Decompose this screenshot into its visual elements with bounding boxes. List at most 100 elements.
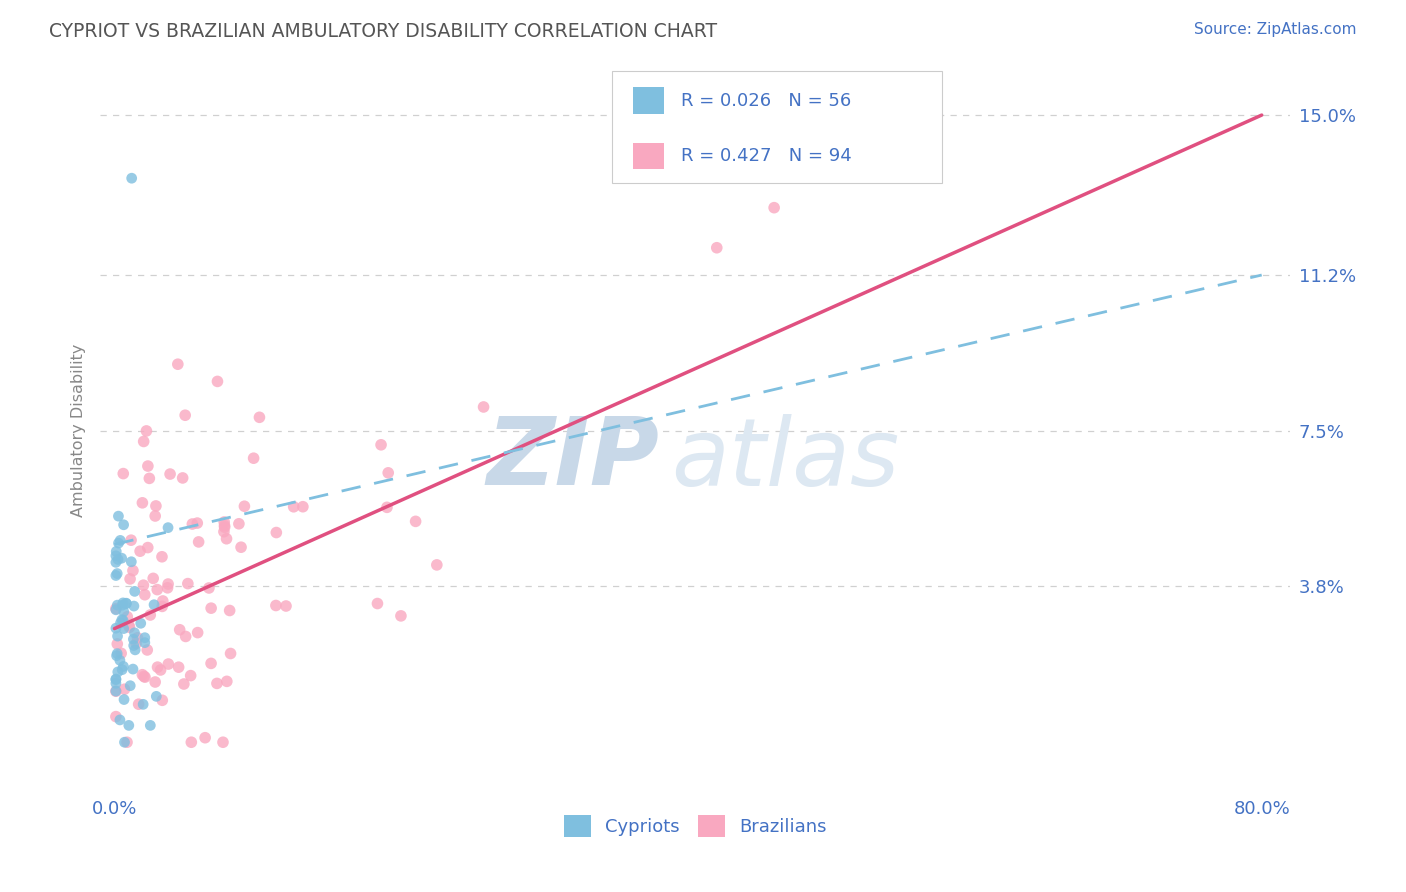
Point: [111, 598, 134, 612]
Point: [111, 596, 134, 610]
Point: [143, 598, 166, 612]
Point: [366, 597, 388, 611]
Point: [112, 467, 135, 481]
Text: R = 0.427   N = 94: R = 0.427 N = 94: [681, 147, 851, 165]
Point: [127, 631, 149, 645]
Point: [115, 597, 138, 611]
Point: [132, 669, 155, 683]
Point: [181, 516, 204, 531]
Point: [205, 676, 228, 690]
Point: [207, 375, 229, 389]
Point: [114, 735, 136, 749]
Point: [112, 692, 135, 706]
Point: [104, 709, 127, 723]
Point: [215, 532, 238, 546]
Point: [136, 458, 159, 473]
Point: [108, 713, 131, 727]
Point: [104, 555, 127, 569]
Point: [122, 564, 145, 578]
Point: [377, 466, 399, 480]
Point: [125, 636, 148, 650]
Point: [187, 535, 209, 549]
Point: [120, 533, 142, 548]
Point: [426, 558, 449, 572]
Point: [370, 438, 392, 452]
Point: [136, 643, 159, 657]
Point: [212, 515, 235, 529]
Point: [110, 646, 132, 660]
Point: [134, 631, 156, 645]
Point: [139, 718, 162, 732]
Point: [219, 647, 242, 661]
Point: [136, 541, 159, 555]
Point: [107, 509, 129, 524]
Point: [150, 693, 173, 707]
Point: [105, 637, 128, 651]
Point: [112, 517, 135, 532]
Point: [157, 521, 180, 535]
Point: [389, 608, 412, 623]
Text: R = 0.026   N = 56: R = 0.026 N = 56: [681, 92, 851, 110]
Point: [174, 409, 197, 423]
Point: [118, 620, 141, 634]
Point: [186, 516, 208, 530]
Point: [180, 668, 202, 682]
Point: [105, 648, 128, 663]
Point: [131, 496, 153, 510]
Point: [104, 684, 127, 698]
Point: [149, 663, 172, 677]
Point: [121, 171, 143, 186]
Point: [124, 625, 146, 640]
Point: [105, 647, 128, 661]
Point: [218, 603, 240, 617]
Point: [107, 665, 129, 679]
Point: [264, 599, 287, 613]
Point: [104, 676, 127, 690]
Point: [110, 533, 132, 548]
Point: [104, 601, 127, 615]
Point: [150, 599, 173, 614]
Point: [120, 572, 142, 586]
Point: [104, 684, 127, 698]
Point: [135, 424, 157, 438]
Point: [134, 588, 156, 602]
Point: [128, 697, 150, 711]
Point: [111, 551, 134, 566]
Point: [198, 581, 221, 595]
Point: [131, 667, 153, 681]
Point: [145, 499, 167, 513]
Point: [145, 690, 167, 704]
Text: atlas: atlas: [672, 414, 900, 505]
Point: [214, 518, 236, 533]
Point: [156, 581, 179, 595]
Point: [472, 400, 495, 414]
Point: [120, 555, 142, 569]
Point: [111, 613, 134, 627]
Y-axis label: Ambulatory Disability: Ambulatory Disability: [72, 344, 86, 517]
Legend: Cypriots, Brazilians: Cypriots, Brazilians: [557, 807, 834, 844]
Point: [104, 621, 127, 635]
Point: [157, 577, 180, 591]
Point: [111, 663, 134, 677]
Point: [105, 544, 128, 558]
Text: Source: ZipAtlas.com: Source: ZipAtlas.com: [1194, 22, 1357, 37]
Point: [200, 657, 222, 671]
Point: [111, 613, 134, 627]
Point: [283, 500, 305, 514]
Point: [134, 670, 156, 684]
Point: [124, 643, 146, 657]
Point: [117, 609, 139, 624]
Point: [215, 674, 238, 689]
Point: [274, 599, 297, 613]
Point: [159, 467, 181, 481]
Point: [124, 584, 146, 599]
Point: [122, 662, 145, 676]
Point: [242, 451, 264, 466]
Point: [152, 594, 174, 608]
Point: [118, 618, 141, 632]
Point: [132, 578, 155, 592]
Point: [169, 623, 191, 637]
Point: [146, 660, 169, 674]
Point: [115, 735, 138, 749]
Point: [110, 615, 132, 630]
